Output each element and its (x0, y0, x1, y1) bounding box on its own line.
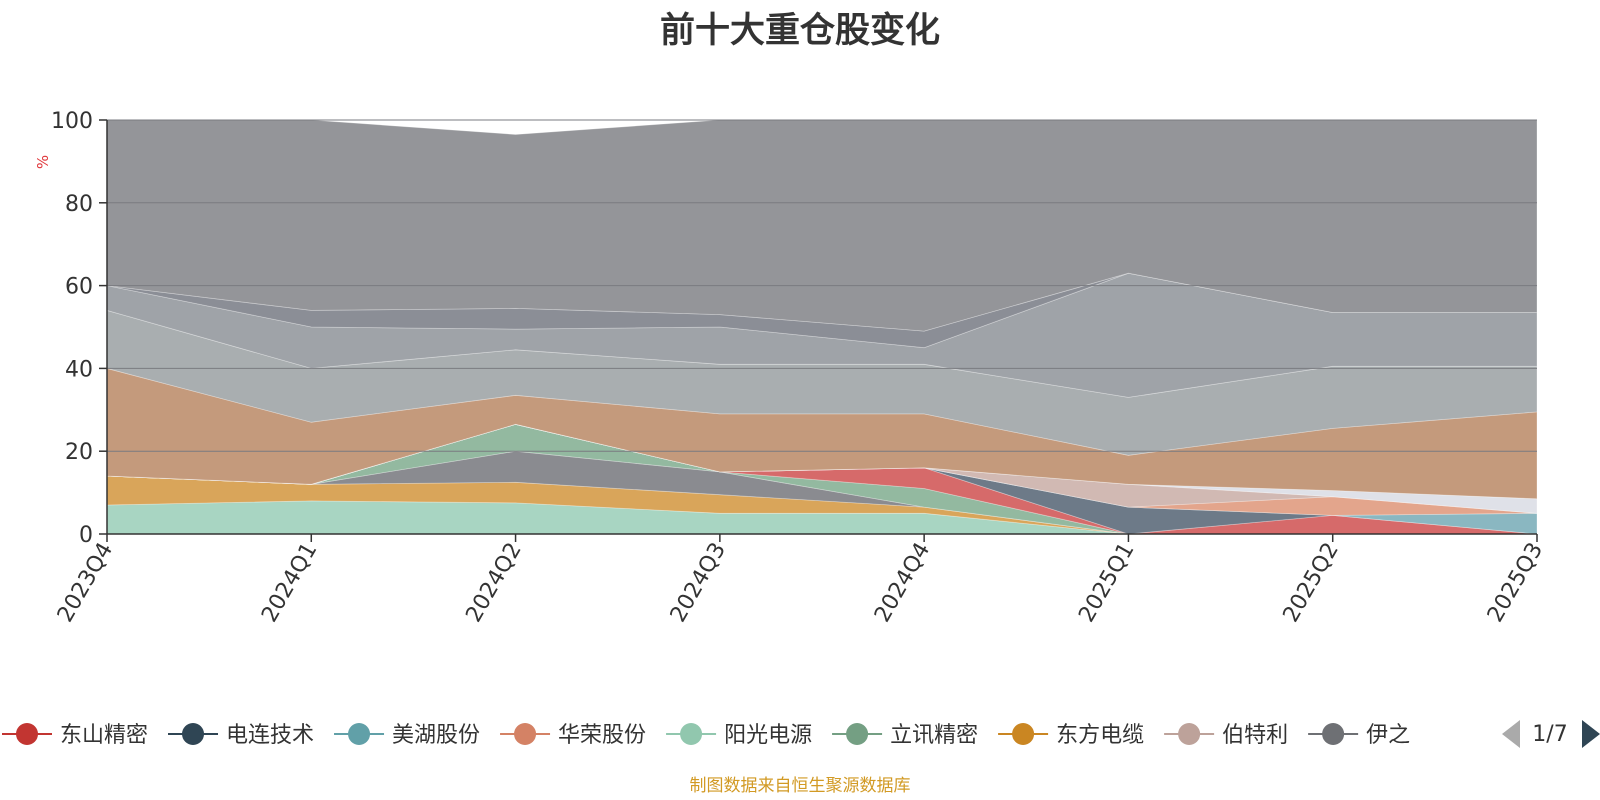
source-note: 制图数据来自恒生聚源数据库 (689, 776, 911, 796)
legend-item[interactable]: 阳光电源 (666, 723, 812, 748)
y-tick-label: 100 (51, 109, 93, 134)
legend-marker-icon (514, 723, 537, 745)
legend-prev-icon[interactable] (1502, 720, 1520, 748)
legend-marker-icon (680, 723, 703, 745)
legend-marker-icon (182, 723, 205, 745)
legend-marker-icon (1012, 723, 1035, 745)
legend-item[interactable]: 电连技术 (168, 723, 314, 748)
y-tick-label: 40 (65, 357, 93, 382)
legend: 东山精密 电连技术 美湖股份 华荣股份 阳光电源 立讯精密 东方电缆 伯特利 伊之 (2, 723, 1410, 748)
y-tick-label: 80 (65, 192, 93, 217)
area-series-12[interactable] (107, 272, 1537, 398)
x-tick-label: 2025Q1 (1074, 539, 1139, 627)
x-tick-label: 2024Q1 (257, 539, 322, 627)
legend-pager: 1/7 (1502, 720, 1600, 748)
legend-marker-icon (1322, 723, 1345, 745)
y-tick-label: 20 (65, 440, 93, 465)
x-tick-label: 2025Q3 (1483, 539, 1548, 627)
area-series-6[interactable] (107, 423, 1537, 534)
legend-page-indicator: 1/7 (1532, 722, 1567, 747)
area-series-14[interactable] (107, 114, 1537, 332)
y-tick-label: 0 (79, 523, 93, 548)
x-tick-label: 2025Q2 (1279, 539, 1344, 627)
legend-item[interactable]: 东方电缆 (998, 723, 1144, 748)
legend-marker-icon (1178, 723, 1201, 745)
legend-item[interactable]: 美湖股份 (334, 723, 480, 748)
legend-item[interactable]: 华荣股份 (500, 723, 646, 748)
legend-item[interactable]: 伊之 (1308, 723, 1410, 748)
legend-label: 立讯精密 (890, 723, 978, 748)
x-tick-label: 2023Q4 (53, 539, 118, 627)
grid-lines (107, 119, 1537, 452)
area-series-10[interactable] (107, 367, 1537, 500)
y-axis-label: % (34, 155, 52, 169)
legend-item[interactable]: 立讯精密 (832, 723, 978, 748)
legend-marker-icon (846, 723, 869, 745)
legend-next-icon[interactable] (1582, 720, 1600, 748)
legend-label: 美湖股份 (392, 723, 480, 748)
legend-item[interactable]: 东山精密 (2, 723, 148, 748)
legend-label: 阳光电源 (724, 723, 812, 748)
legend-label: 伯特利 (1222, 723, 1288, 748)
legend-label: 伊之 (1366, 723, 1410, 748)
area-series-group (107, 114, 1537, 534)
x-tick-label: 2024Q2 (461, 539, 526, 627)
y-tick-label: 60 (65, 275, 93, 300)
area-series-11[interactable] (107, 309, 1537, 456)
x-tick-label: 2024Q3 (666, 539, 731, 627)
area-series-9[interactable] (107, 423, 1537, 514)
area-series-13[interactable] (107, 272, 1537, 349)
chart-title: 前十大重仓股变化 (659, 11, 940, 51)
x-tick-label: 2024Q4 (870, 539, 935, 627)
legend-label: 华荣股份 (558, 723, 646, 748)
legend-label: 电连技术 (226, 723, 314, 748)
legend-marker-icon (348, 723, 371, 745)
area-series-0[interactable] (107, 500, 1537, 534)
legend-item[interactable]: 伯特利 (1164, 723, 1288, 748)
legend-label: 东山精密 (60, 723, 148, 748)
legend-label: 东方电缆 (1056, 723, 1144, 748)
legend-marker-icon (16, 723, 38, 745)
